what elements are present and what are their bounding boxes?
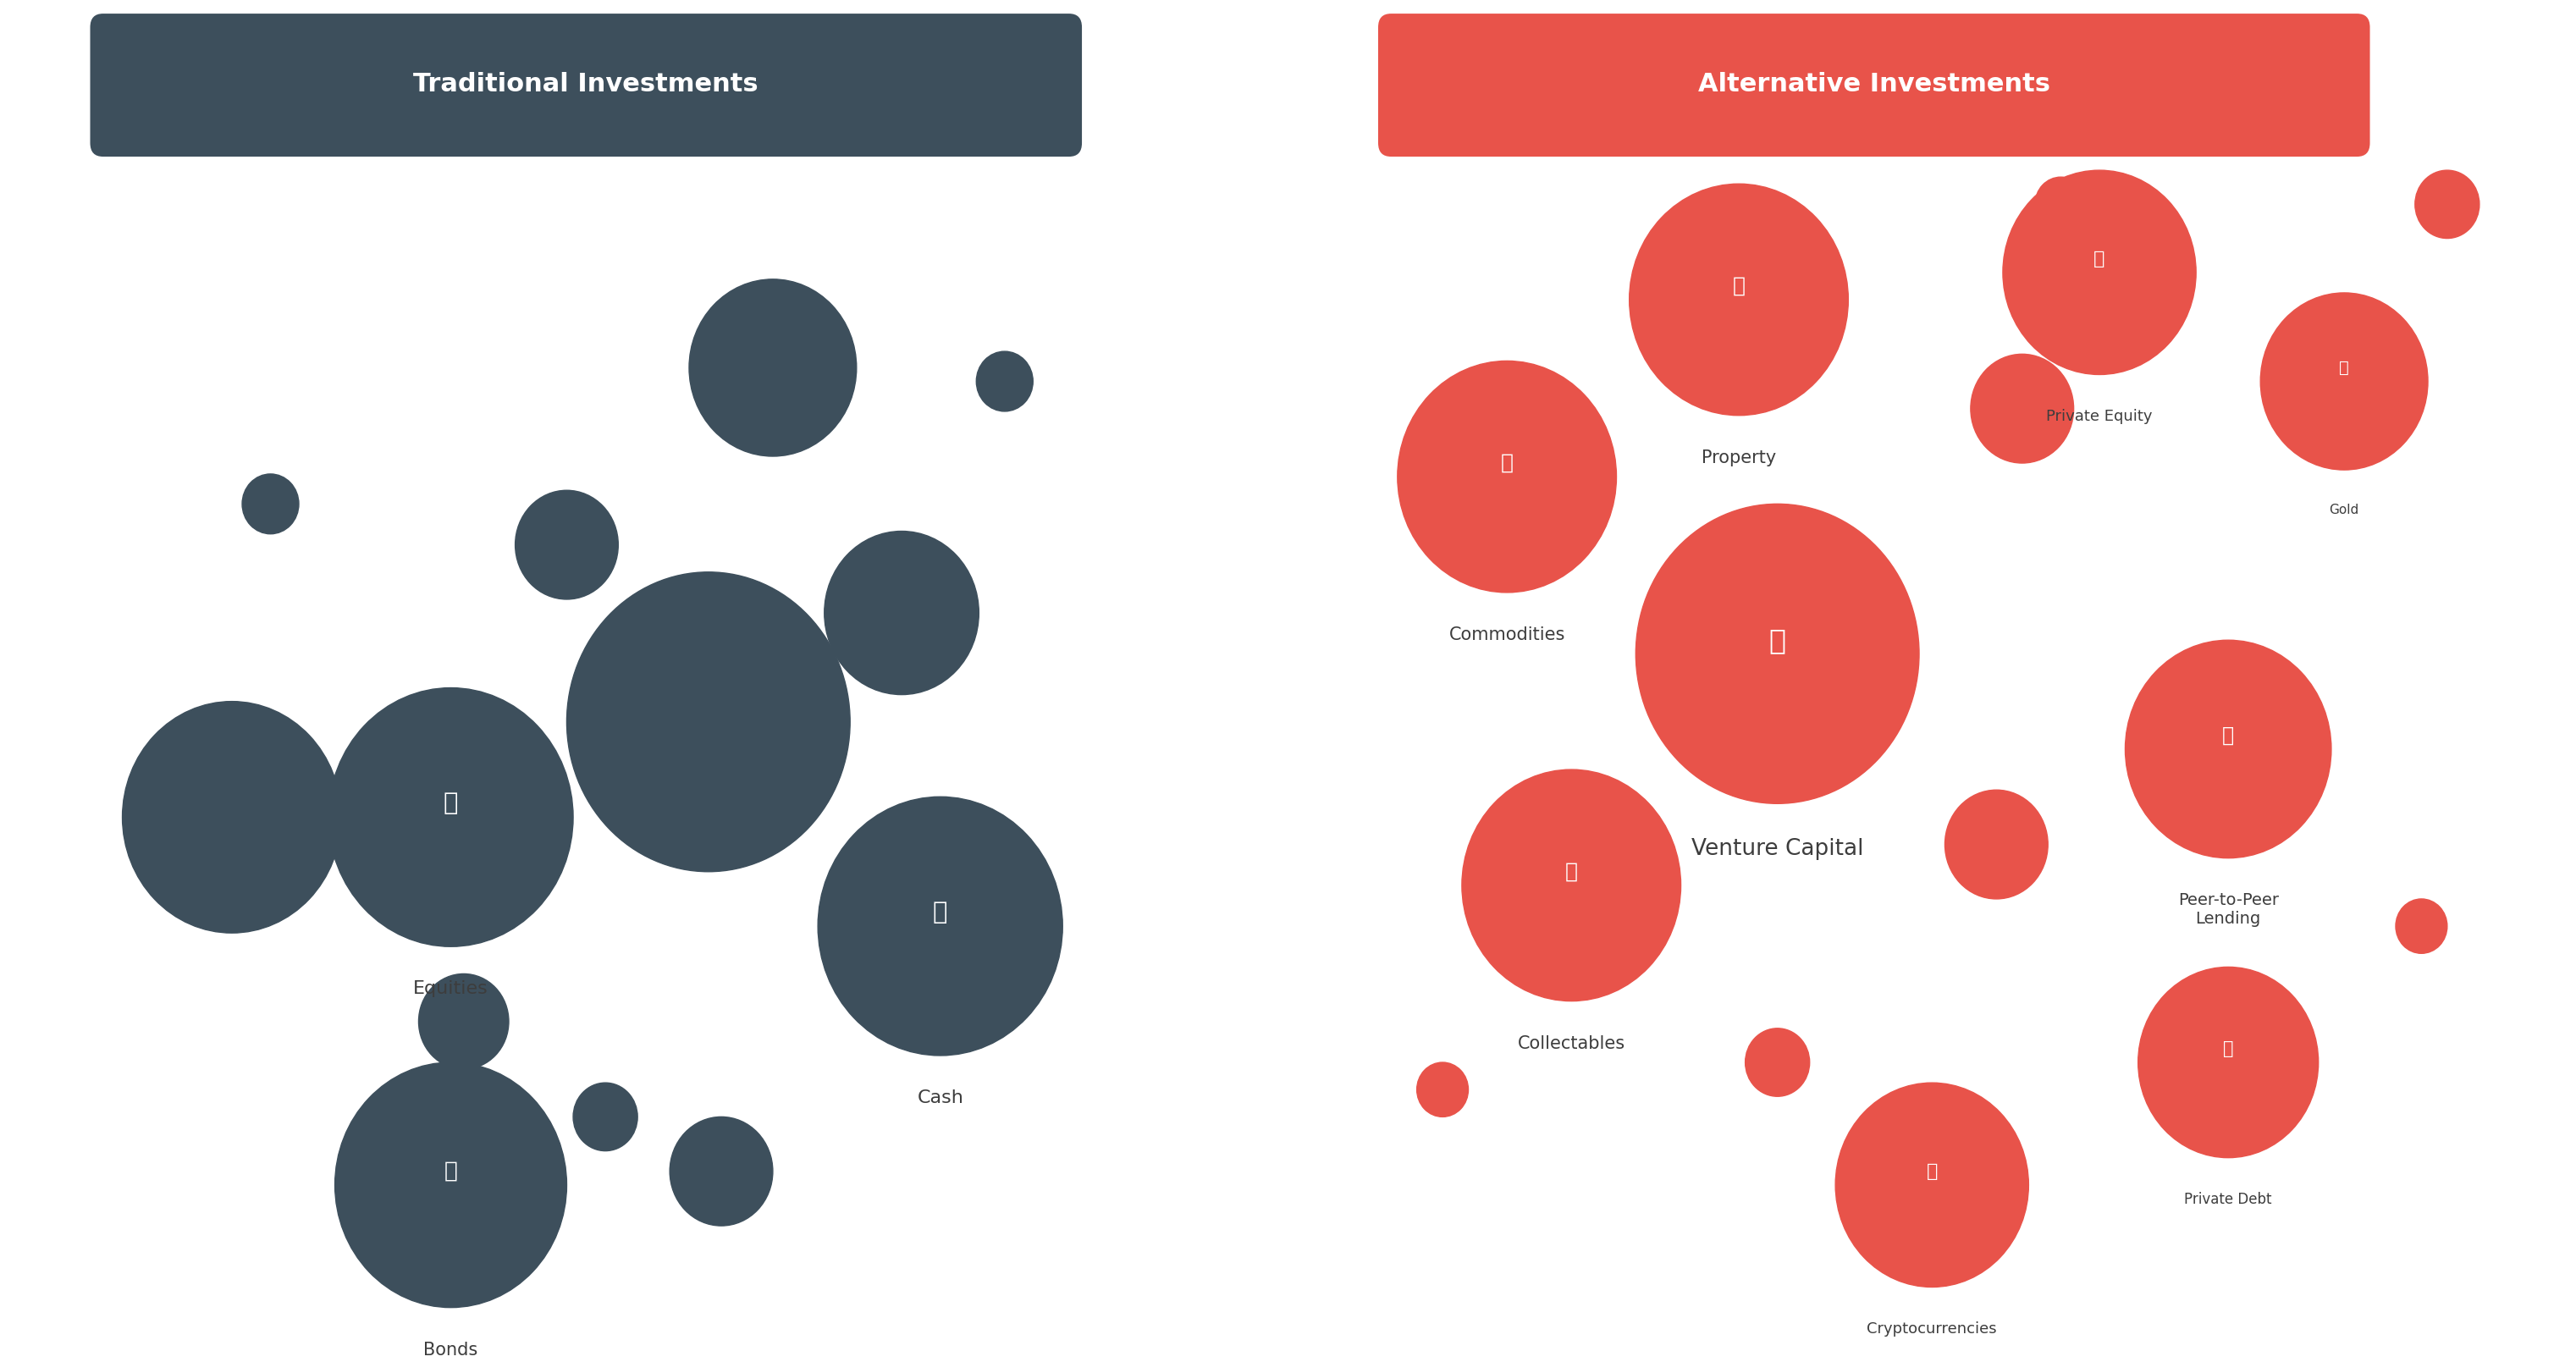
Circle shape — [2416, 170, 2481, 238]
Circle shape — [824, 531, 979, 695]
Circle shape — [2004, 170, 2197, 375]
Circle shape — [670, 1117, 773, 1226]
Text: Traditional Investments: Traditional Investments — [415, 72, 757, 97]
Circle shape — [690, 279, 858, 456]
Text: ₿: ₿ — [1927, 1163, 1937, 1179]
Circle shape — [2262, 293, 2429, 470]
Circle shape — [1834, 1083, 2030, 1287]
Text: Commodities: Commodities — [1448, 627, 1566, 643]
Circle shape — [572, 1083, 639, 1151]
Text: Gold: Gold — [2329, 504, 2360, 516]
Text: 📄: 📄 — [443, 1160, 459, 1182]
Text: Private Debt: Private Debt — [2184, 1192, 2272, 1207]
FancyBboxPatch shape — [1378, 14, 2370, 157]
Circle shape — [335, 1062, 567, 1308]
Circle shape — [1945, 790, 2048, 899]
Circle shape — [2035, 177, 2087, 232]
Text: 🚀: 🚀 — [1770, 627, 1785, 654]
FancyBboxPatch shape — [90, 14, 1082, 157]
Text: Cryptocurrencies: Cryptocurrencies — [1868, 1321, 1996, 1336]
Text: Collectables: Collectables — [1517, 1035, 1625, 1051]
Text: 🤝: 🤝 — [2223, 1041, 2233, 1057]
Text: 🏠: 🏠 — [1734, 276, 1744, 296]
Circle shape — [515, 490, 618, 599]
Text: Venture Capital: Venture Capital — [1692, 838, 1862, 859]
Text: Peer-to-Peer
Lending: Peer-to-Peer Lending — [2177, 892, 2280, 926]
Text: Alternative Investments: Alternative Investments — [1698, 72, 2050, 97]
Circle shape — [124, 701, 340, 933]
Circle shape — [2396, 899, 2447, 953]
Circle shape — [1463, 770, 1682, 1001]
Circle shape — [567, 572, 850, 872]
Text: Property: Property — [1700, 449, 1777, 466]
Text: 🌱: 🌱 — [2094, 251, 2105, 267]
Circle shape — [330, 688, 572, 947]
Text: Bonds: Bonds — [422, 1342, 479, 1358]
Circle shape — [819, 797, 1064, 1056]
Circle shape — [1631, 184, 1850, 415]
Text: Cash: Cash — [917, 1090, 963, 1106]
Circle shape — [2138, 967, 2318, 1158]
Circle shape — [1417, 1062, 1468, 1117]
Text: 🔧: 🔧 — [1502, 454, 1512, 473]
Circle shape — [976, 351, 1033, 411]
Circle shape — [417, 974, 510, 1069]
Circle shape — [1636, 504, 1919, 804]
Text: 🏅: 🏅 — [2339, 360, 2349, 376]
Circle shape — [1396, 361, 1618, 592]
Text: 👥: 👥 — [2223, 726, 2233, 745]
Text: 🍷: 🍷 — [1566, 862, 1577, 881]
Text: 💵: 💵 — [933, 900, 948, 925]
Circle shape — [242, 474, 299, 534]
Text: 📊: 📊 — [443, 791, 459, 816]
Circle shape — [2125, 640, 2331, 858]
Circle shape — [1747, 1028, 1811, 1096]
Text: Private Equity: Private Equity — [2045, 409, 2154, 424]
Circle shape — [1971, 354, 2074, 463]
Text: Equities: Equities — [412, 981, 489, 997]
